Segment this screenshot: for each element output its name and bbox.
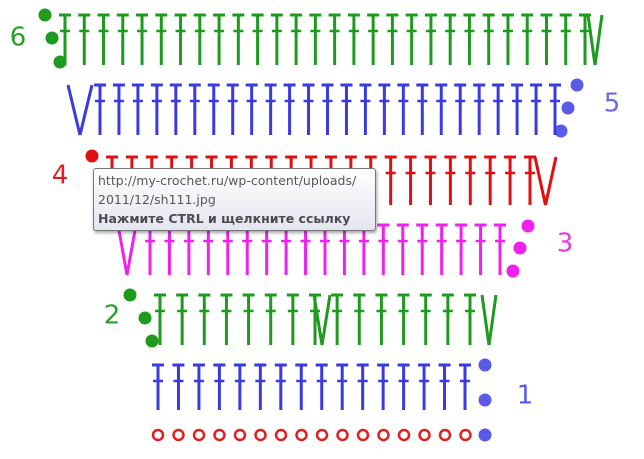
dot [478,358,492,372]
dot [138,311,152,325]
chain [418,428,431,442]
chain [397,428,411,442]
chain [377,428,390,442]
dot [478,428,492,442]
stitch-v [78,84,94,136]
stitch-v [586,14,597,66]
dot [478,393,492,407]
dot [123,288,137,302]
dot [53,55,67,69]
chain [336,428,349,442]
stitch-v [593,14,604,66]
row-label: 3 [557,229,574,259]
stitch-v [320,294,332,346]
chain [438,428,452,442]
chain [233,428,247,442]
stitch-v [480,294,491,346]
stitch-v [116,224,129,276]
dot [561,101,575,115]
stitch-v [125,224,138,276]
stitch-v [544,156,558,206]
dot [554,124,568,138]
chain [172,428,185,442]
row-label: 6 [10,23,27,53]
tooltip: http://my-crochet.ru/wp-content/uploads/… [93,168,376,231]
stitch-v [487,294,498,346]
dot [38,8,52,22]
dot [85,149,99,163]
chain [274,428,288,442]
chain [315,428,329,442]
tooltip-url: http://my-crochet.ru/wp-content/uploads/ [98,173,357,188]
row-label: 4 [52,161,69,191]
dot [506,264,520,278]
dot [45,31,59,45]
chain [459,428,472,442]
chain [295,428,308,442]
chain [356,428,370,442]
tooltip-url: 2011/12/sh111.jpg [98,192,216,207]
stitch-v [66,84,82,136]
chain [254,428,267,442]
chain [213,428,226,442]
dot [570,78,584,92]
tooltip-hint: Нажмите CTRL и щелкните ссылку [98,211,351,226]
dot [145,334,159,348]
dot [521,219,535,233]
row-label: 5 [604,89,621,119]
row-label: 2 [104,301,121,331]
row-label: 1 [517,381,534,411]
dot [513,241,527,255]
chain [192,428,206,442]
stitch-v [533,156,547,206]
chain [151,428,165,442]
